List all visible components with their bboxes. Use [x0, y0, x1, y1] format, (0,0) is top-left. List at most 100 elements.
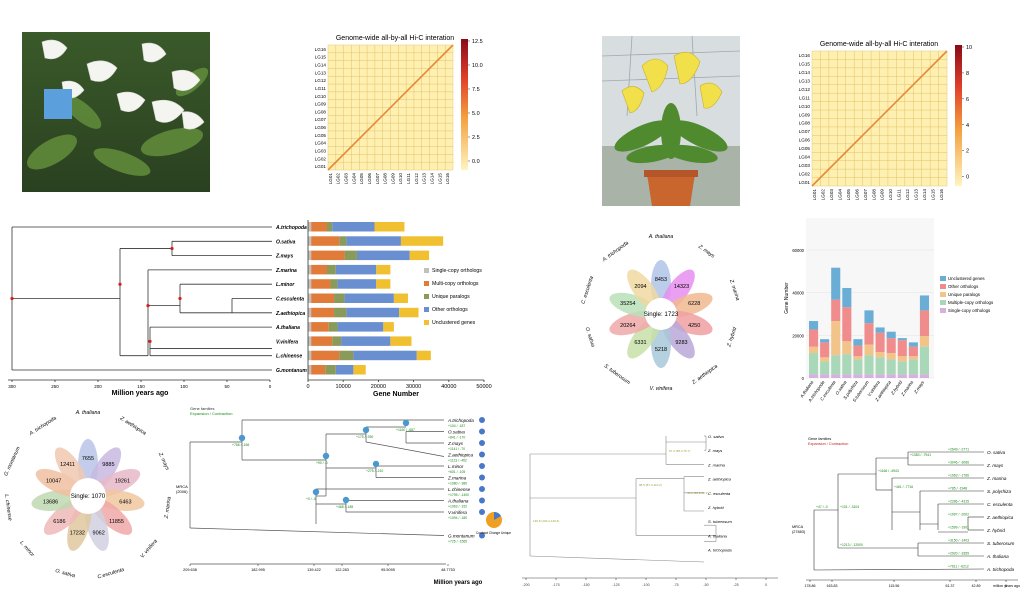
axis-tick-label: -125: [612, 583, 619, 587]
bar-segment: [864, 323, 874, 345]
legend-label: Single-copy orthologs: [432, 268, 482, 274]
heatmap-x-label: LG12: [905, 189, 910, 201]
bar-segment: [308, 365, 312, 375]
axis-tick-label: 209.638: [183, 568, 197, 572]
heatmap-x-label: LG01: [812, 189, 817, 201]
bar-segment: [327, 264, 336, 275]
species-label: O.sativa: [448, 430, 465, 435]
node-change-label: +1166 / -4943: [878, 469, 899, 473]
legend-label: Other orthologs: [432, 307, 468, 313]
tip-change-label: +1063 / -152: [448, 505, 467, 509]
bar-segment: [327, 222, 333, 232]
axis-label: Million years ago: [112, 390, 169, 397]
heatmap-y-label: LG02: [315, 156, 327, 161]
flower-center-label: Single: 1723: [644, 311, 679, 318]
petal-count: 6463: [119, 499, 131, 505]
tree-node-dot: [146, 304, 150, 308]
legend-sub: Expansion / Contraction: [190, 411, 232, 416]
pie-marker: [479, 451, 485, 458]
heatmap-title: Genome-wide all-by-all Hi-C interation: [820, 41, 938, 48]
axis-tick-label: 150: [137, 384, 145, 389]
bar-segment: [332, 222, 375, 232]
bar-segment: [308, 264, 312, 275]
tree-node-dot: [118, 282, 122, 286]
colorbar-tick-label: 0: [966, 175, 969, 181]
axis-tick-label: 0: [1005, 584, 1007, 588]
petal-count: 17232: [70, 530, 85, 536]
bar-segment: [820, 339, 830, 343]
petal-count: 20264: [620, 323, 635, 329]
heatmap-y-label: LG03: [315, 148, 327, 153]
legend-label: Unique paralogs: [948, 292, 981, 297]
flower-left-svg: 7655 A. thaliana 9885 Z. aethiopica 19261 Z. …: [3, 410, 173, 580]
bar-segment: [332, 336, 342, 346]
species-label: L.minor: [276, 282, 295, 288]
tree-node-dot: [178, 296, 182, 301]
legend-swatch: [940, 308, 946, 313]
axis-tick-label: 48.7753: [441, 568, 455, 572]
node-change-label: +468 / -185: [336, 505, 353, 509]
pie-marker: [479, 486, 485, 492]
bar-segment: [308, 279, 312, 289]
heatmap-y-label: LG07: [799, 129, 811, 134]
tree-node-dot: [10, 296, 14, 301]
bar-segment: [311, 307, 335, 318]
petal-species: L. chinense: [3, 494, 13, 521]
legend-title: Gene families: [808, 437, 831, 441]
axis-tick-label: 0: [269, 384, 272, 389]
petal-count: 2094: [634, 284, 646, 290]
bar-segment: [919, 310, 930, 336]
bar-segment: [908, 359, 918, 375]
bar-segment: [353, 350, 417, 361]
bar-segment: [311, 222, 328, 232]
species-label: S. tuberosum: [987, 541, 1014, 546]
heatmap-y-label: LG12: [315, 78, 327, 83]
tree-bars-svg: A.trichopoda O.sativa Z.mays Z.marina L.mino…: [8, 220, 492, 398]
legend-label: Single-copy orthologs: [948, 308, 991, 313]
heatmap-y-label: LG08: [315, 109, 327, 114]
bar-segment: [334, 307, 347, 318]
axis-tick-label: 40000: [441, 384, 456, 390]
photo-white-calla-lilies: [22, 32, 210, 192]
bar-segment: [325, 365, 336, 375]
bar-segment: [311, 293, 335, 303]
bar-segment: [346, 236, 401, 246]
tip-change-label: +3046 / -3066: [948, 461, 969, 465]
yellow-calla-lily-photo: [602, 36, 740, 206]
petal-count: 10047: [46, 478, 61, 484]
petal-species: A. thaliana: [75, 410, 101, 416]
hic-heatmap-left-svg: Genome-wide all-by-all Hi-C interation L…: [315, 35, 483, 185]
y-axis-label: Gene Number: [784, 282, 790, 314]
axis-tick-label: 178.86: [805, 584, 816, 588]
heatmap-y-label: LG05: [799, 146, 811, 151]
heatmap-y-label: LG10: [799, 104, 811, 109]
white-calla-lily-photo: [22, 32, 210, 192]
axis-tick-label: 250: [51, 384, 59, 389]
hic-heatmap-left: Genome-wide all-by-all Hi-C interation L…: [300, 30, 500, 195]
heatmap-y-label: LG06: [799, 138, 811, 143]
colorbar-tick-label: 5.0: [472, 111, 480, 117]
colorbar-tick-label: 2: [966, 149, 969, 155]
colorbar-tick-label: 0.0: [472, 159, 480, 165]
bar-segment: [897, 356, 907, 362]
petal-count: 6186: [53, 519, 65, 525]
heatmap-x-label: LG14: [922, 189, 927, 201]
heatmap-x-label: LG16: [939, 189, 944, 201]
node-age-label: 98.5 (87.3-110.2): [639, 483, 662, 487]
axis-tick-label: -100: [642, 583, 649, 587]
axis-tick-label: 163.83: [827, 584, 838, 588]
node-change-label: +275 / -210: [366, 469, 383, 473]
heatmap-y-label: LG16: [315, 47, 327, 52]
node-change-label: +47 / -0: [816, 505, 828, 509]
axis-tick-label: -150: [582, 583, 589, 587]
flower-center: [70, 478, 106, 514]
heatmap-x-label: LG10: [398, 173, 403, 185]
tip-change-label: +1795 / -1400: [448, 493, 469, 497]
axis-tick-label: 20000: [371, 384, 386, 390]
orthogroup-flower-right: 8453 A. thaliana 14323 Z. mays 6228 Z. marina…: [566, 230, 756, 402]
species-label: A.thaliana: [447, 499, 469, 504]
species-label: O.sativa: [276, 239, 296, 245]
tree-node-dot: [170, 246, 174, 251]
petal-count: 7655: [82, 456, 94, 462]
bar-segment: [344, 293, 394, 303]
